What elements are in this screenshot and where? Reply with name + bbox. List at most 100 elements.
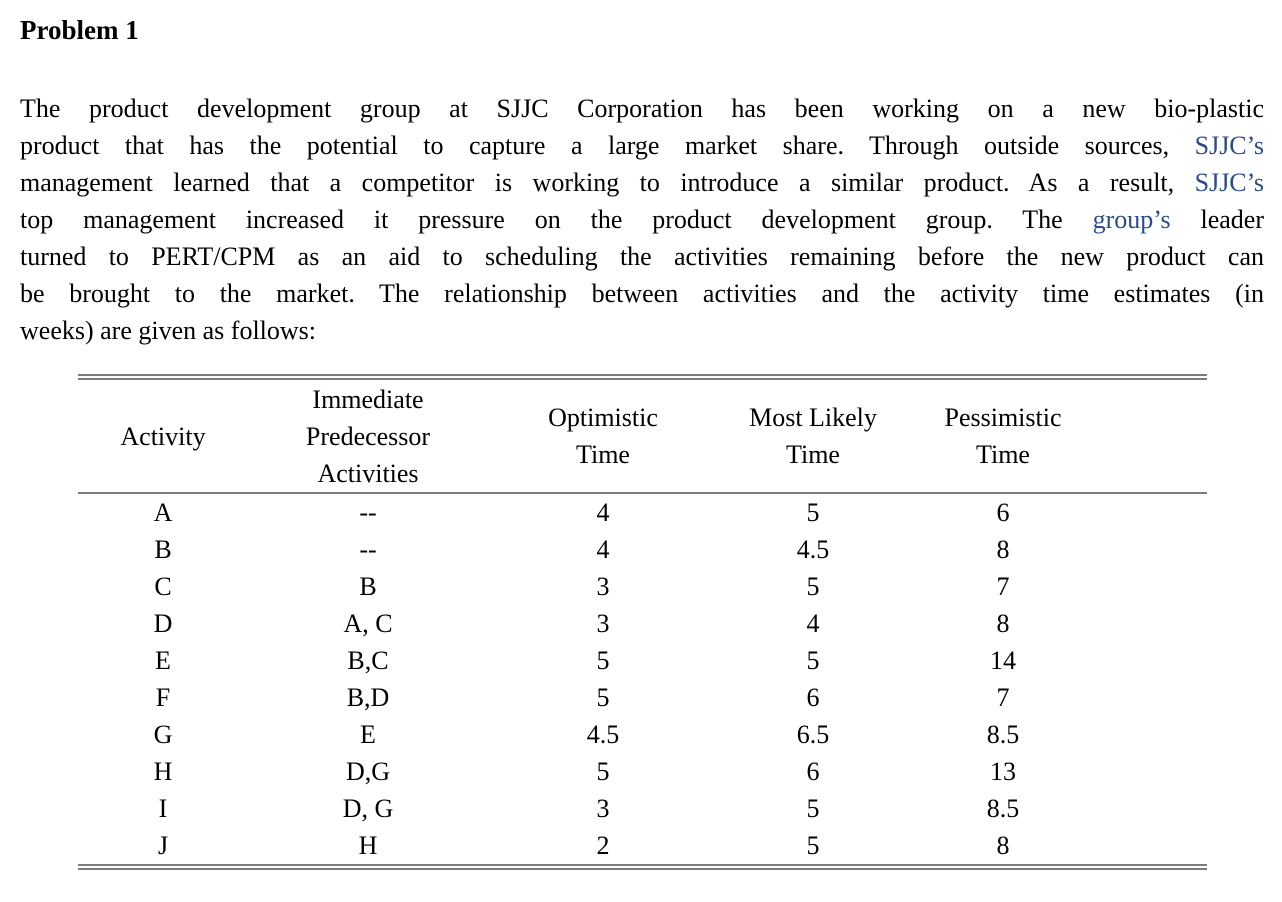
table-cell: 8.5 bbox=[986, 794, 1020, 823]
activities-table: Activity Immediate Predecessor Activities… bbox=[78, 380, 1207, 864]
table-cell: B,C bbox=[347, 646, 389, 675]
table-cell: D,G bbox=[345, 757, 391, 786]
table-cell: 8.5 bbox=[986, 720, 1020, 749]
table-cell: B,D bbox=[346, 683, 390, 712]
table-cell: E bbox=[360, 720, 376, 749]
paragraph-line: The product development group at SJJC Co… bbox=[20, 90, 1264, 127]
spacer-cell bbox=[1098, 716, 1207, 753]
table-cell: 6 bbox=[806, 757, 820, 786]
spacer-cell bbox=[1098, 493, 1207, 531]
spacer-column bbox=[1098, 380, 1207, 494]
table-cell: J bbox=[157, 831, 169, 860]
text-segment: The product development group at SJJC Co… bbox=[20, 94, 1264, 123]
table-row: G E 4.5 6.5 8.5 bbox=[78, 716, 1207, 753]
table-cell: 5 bbox=[806, 498, 820, 527]
table-row: A -- 4 5 6 bbox=[78, 493, 1207, 531]
spacer-cell bbox=[1098, 531, 1207, 568]
paragraph-line: management learned that a competitor is … bbox=[20, 164, 1264, 201]
table-row: I D, G 3 5 8.5 bbox=[78, 790, 1207, 827]
table-cell: D bbox=[153, 609, 173, 638]
paragraph-line: product that has the potential to captur… bbox=[20, 127, 1264, 164]
spacer-cell bbox=[1098, 568, 1207, 605]
table-cell: 4 bbox=[596, 535, 610, 564]
table-cell: 13 bbox=[990, 757, 1016, 786]
table-cell: E bbox=[155, 646, 171, 675]
table-cell: -- bbox=[359, 535, 377, 564]
table-row: E B,C 5 5 14 bbox=[78, 642, 1207, 679]
spacer-cell bbox=[1098, 753, 1207, 790]
text-segment: weeks) are given as follows: bbox=[20, 316, 317, 345]
column-header: Pessimistic Time bbox=[908, 380, 1098, 494]
table-cell: 3 bbox=[596, 794, 610, 823]
table-cell: 8 bbox=[996, 831, 1010, 860]
paragraph-line: turned to PERT/CPM as an aid to scheduli… bbox=[20, 238, 1264, 275]
table-cell: 3 bbox=[596, 572, 610, 601]
table-top-rule bbox=[78, 374, 1207, 380]
highlight-text: group’s bbox=[1092, 205, 1171, 234]
spacer-cell bbox=[1098, 605, 1207, 642]
table-cell: 4.5 bbox=[586, 720, 620, 749]
spacer-cell bbox=[1098, 679, 1207, 716]
activity-table-container: Activity Immediate Predecessor Activities… bbox=[78, 374, 1207, 870]
column-header: Activity bbox=[78, 380, 248, 494]
header-row: Activity Immediate Predecessor Activities… bbox=[78, 380, 1207, 494]
table-cell: 8 bbox=[996, 609, 1010, 638]
table-cell: 6 bbox=[996, 498, 1010, 527]
spacer-cell bbox=[1098, 827, 1207, 864]
text-segment: management learned that a competitor is … bbox=[20, 168, 1195, 197]
table-row: C B 3 5 7 bbox=[78, 568, 1207, 605]
highlight-text: SJJC’s bbox=[1194, 168, 1264, 197]
column-header: Immediate Predecessor Activities bbox=[248, 380, 488, 494]
table-cell: 5 bbox=[596, 683, 610, 712]
table-cell: H bbox=[153, 757, 173, 786]
table-cell: G bbox=[153, 720, 173, 749]
table-cell: 14 bbox=[990, 646, 1016, 675]
text-segment: product that has the potential to captur… bbox=[20, 131, 1195, 160]
spacer-cell bbox=[1098, 642, 1207, 679]
text-segment: leader bbox=[1170, 205, 1264, 234]
table-cell: F bbox=[155, 683, 171, 712]
table-cell: 6 bbox=[806, 683, 820, 712]
table-cell: C bbox=[154, 572, 172, 601]
document-page: Problem 1 The product development group … bbox=[20, 15, 1264, 870]
table-cell: 4 bbox=[806, 609, 820, 638]
table-cell: 5 bbox=[806, 831, 820, 860]
column-header: Optimistic Time bbox=[488, 380, 718, 494]
table-cell: 6.5 bbox=[796, 720, 830, 749]
table-cell: A bbox=[153, 498, 173, 527]
table-cell: I bbox=[158, 794, 168, 823]
table-row: F B,D 5 6 7 bbox=[78, 679, 1207, 716]
table-row: J H 2 5 8 bbox=[78, 827, 1207, 864]
table-cell: 5 bbox=[806, 794, 820, 823]
table-cell: 5 bbox=[806, 646, 820, 675]
table-row: B -- 4 4.5 8 bbox=[78, 531, 1207, 568]
text-segment: be brought to the market. The relationsh… bbox=[20, 279, 1264, 308]
table-body: A -- 4 5 6 B -- 4 4.5 8 C B 3 5 7 D A, C 3 4 8 E B,C 5 5 14 F B,D 5… bbox=[78, 493, 1207, 864]
paragraph-line: be brought to the market. The relationsh… bbox=[20, 275, 1264, 312]
column-header: Most Likely Time bbox=[718, 380, 908, 494]
paragraph-line: top management increased it pressure on … bbox=[20, 201, 1264, 238]
table-cell: 5 bbox=[596, 757, 610, 786]
table-cell: 4.5 bbox=[796, 535, 830, 564]
table-cell: D, G bbox=[342, 794, 394, 823]
table-bottom-rule bbox=[78, 864, 1207, 870]
table-cell: 8 bbox=[996, 535, 1010, 564]
text-segment: turned to PERT/CPM as an aid to scheduli… bbox=[20, 242, 1264, 271]
text-segment: top management increased it pressure on … bbox=[20, 205, 1093, 234]
table-cell: H bbox=[358, 831, 378, 860]
problem-statement: The product development group at SJJC Co… bbox=[20, 90, 1264, 349]
table-cell: 5 bbox=[596, 646, 610, 675]
table-cell: 2 bbox=[596, 831, 610, 860]
table-cell: 5 bbox=[806, 572, 820, 601]
table-cell: 7 bbox=[996, 683, 1010, 712]
table-row: D A, C 3 4 8 bbox=[78, 605, 1207, 642]
table-cell: B bbox=[359, 572, 377, 601]
highlight-text: SJJC’s bbox=[1194, 131, 1264, 160]
table-cell: -- bbox=[359, 498, 377, 527]
table-cell: 4 bbox=[596, 498, 610, 527]
problem-title: Problem 1 bbox=[20, 15, 139, 45]
table-cell: 3 bbox=[596, 609, 610, 638]
table-cell: B bbox=[154, 535, 172, 564]
table-cell: A, C bbox=[343, 609, 393, 638]
paragraph-line: weeks) are given as follows: bbox=[20, 312, 1264, 349]
